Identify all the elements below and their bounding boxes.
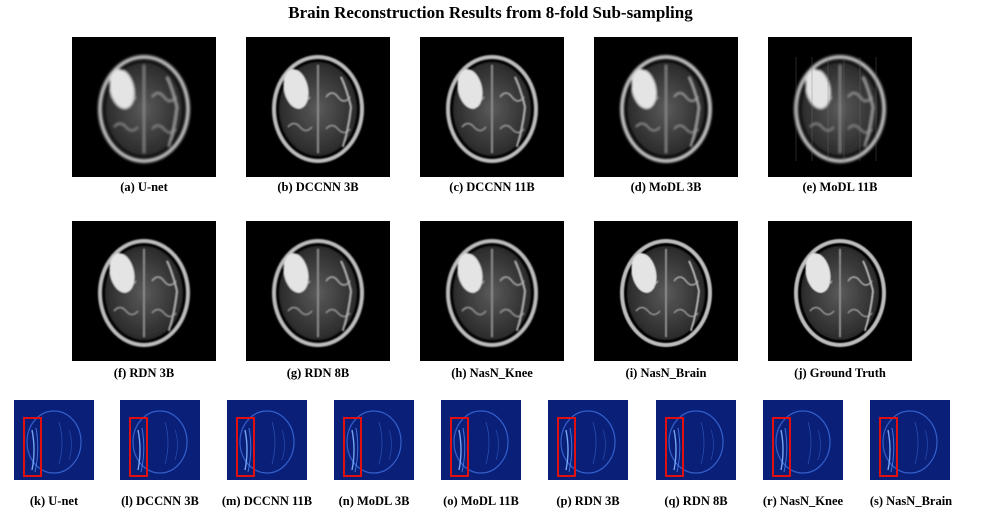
caption-error-nasn-knee: (r) NasN_Knee xyxy=(762,494,844,508)
error-map-nasn-brain xyxy=(870,400,950,480)
caption-dccnn-3b: (b) DCCNN 3B xyxy=(277,180,359,194)
brain-image-modl-11b xyxy=(768,37,912,177)
caption-rdn-3b: (f) RDN 3B xyxy=(113,366,175,380)
error-map-modl-11b xyxy=(441,400,521,480)
caption-error-dccnn-11b: (m) DCCNN 11B xyxy=(221,494,313,508)
error-map-modl-3b xyxy=(334,400,414,480)
caption-modl-3b: (d) MoDL 3B xyxy=(630,180,702,194)
brain-image-modl-3b xyxy=(594,37,738,177)
brain-image-dccnn-11b xyxy=(420,37,564,177)
brain-image-nasn-knee xyxy=(420,221,564,361)
caption-unet: (a) U-net xyxy=(120,180,168,194)
error-map-dccnn-3b xyxy=(120,400,200,480)
caption-nasn-knee: (h) NasN_Knee xyxy=(451,366,533,380)
caption-rdn-8b: (g) RDN 8B xyxy=(286,366,350,380)
caption-ground-truth: (j) Ground Truth xyxy=(794,366,886,380)
caption-error-rdn-3b: (p) RDN 3B xyxy=(556,494,620,508)
caption-dccnn-11b: (c) DCCNN 11B xyxy=(449,180,535,194)
caption-nasn-brain: (i) NasN_Brain xyxy=(625,366,707,380)
error-map-rdn-3b xyxy=(548,400,628,480)
caption-error-modl-3b: (n) MoDL 3B xyxy=(338,494,410,508)
error-map-nasn-knee xyxy=(763,400,843,480)
brain-image-rdn-3b xyxy=(72,221,216,361)
brain-image-unet xyxy=(72,37,216,177)
caption-error-rdn-8b: (q) RDN 8B xyxy=(664,494,728,508)
caption-error-nasn-brain: (s) NasN_Brain xyxy=(869,494,953,508)
caption-error-dccnn-3b: (l) DCCNN 3B xyxy=(121,494,199,508)
brain-image-rdn-8b xyxy=(246,221,390,361)
brain-image-dccnn-3b xyxy=(246,37,390,177)
brain-image-nasn-brain xyxy=(594,221,738,361)
error-map-rdn-8b xyxy=(656,400,736,480)
error-map-unet xyxy=(14,400,94,480)
figure-title: Brain Reconstruction Results from 8-fold… xyxy=(288,3,693,22)
brain-image-ground-truth xyxy=(768,221,912,361)
caption-error-modl-11b: (o) MoDL 11B xyxy=(443,494,519,508)
caption-error-unet: (k) U-net xyxy=(29,494,79,508)
error-map-dccnn-11b xyxy=(227,400,307,480)
caption-modl-11b: (e) MoDL 11B xyxy=(802,180,878,194)
